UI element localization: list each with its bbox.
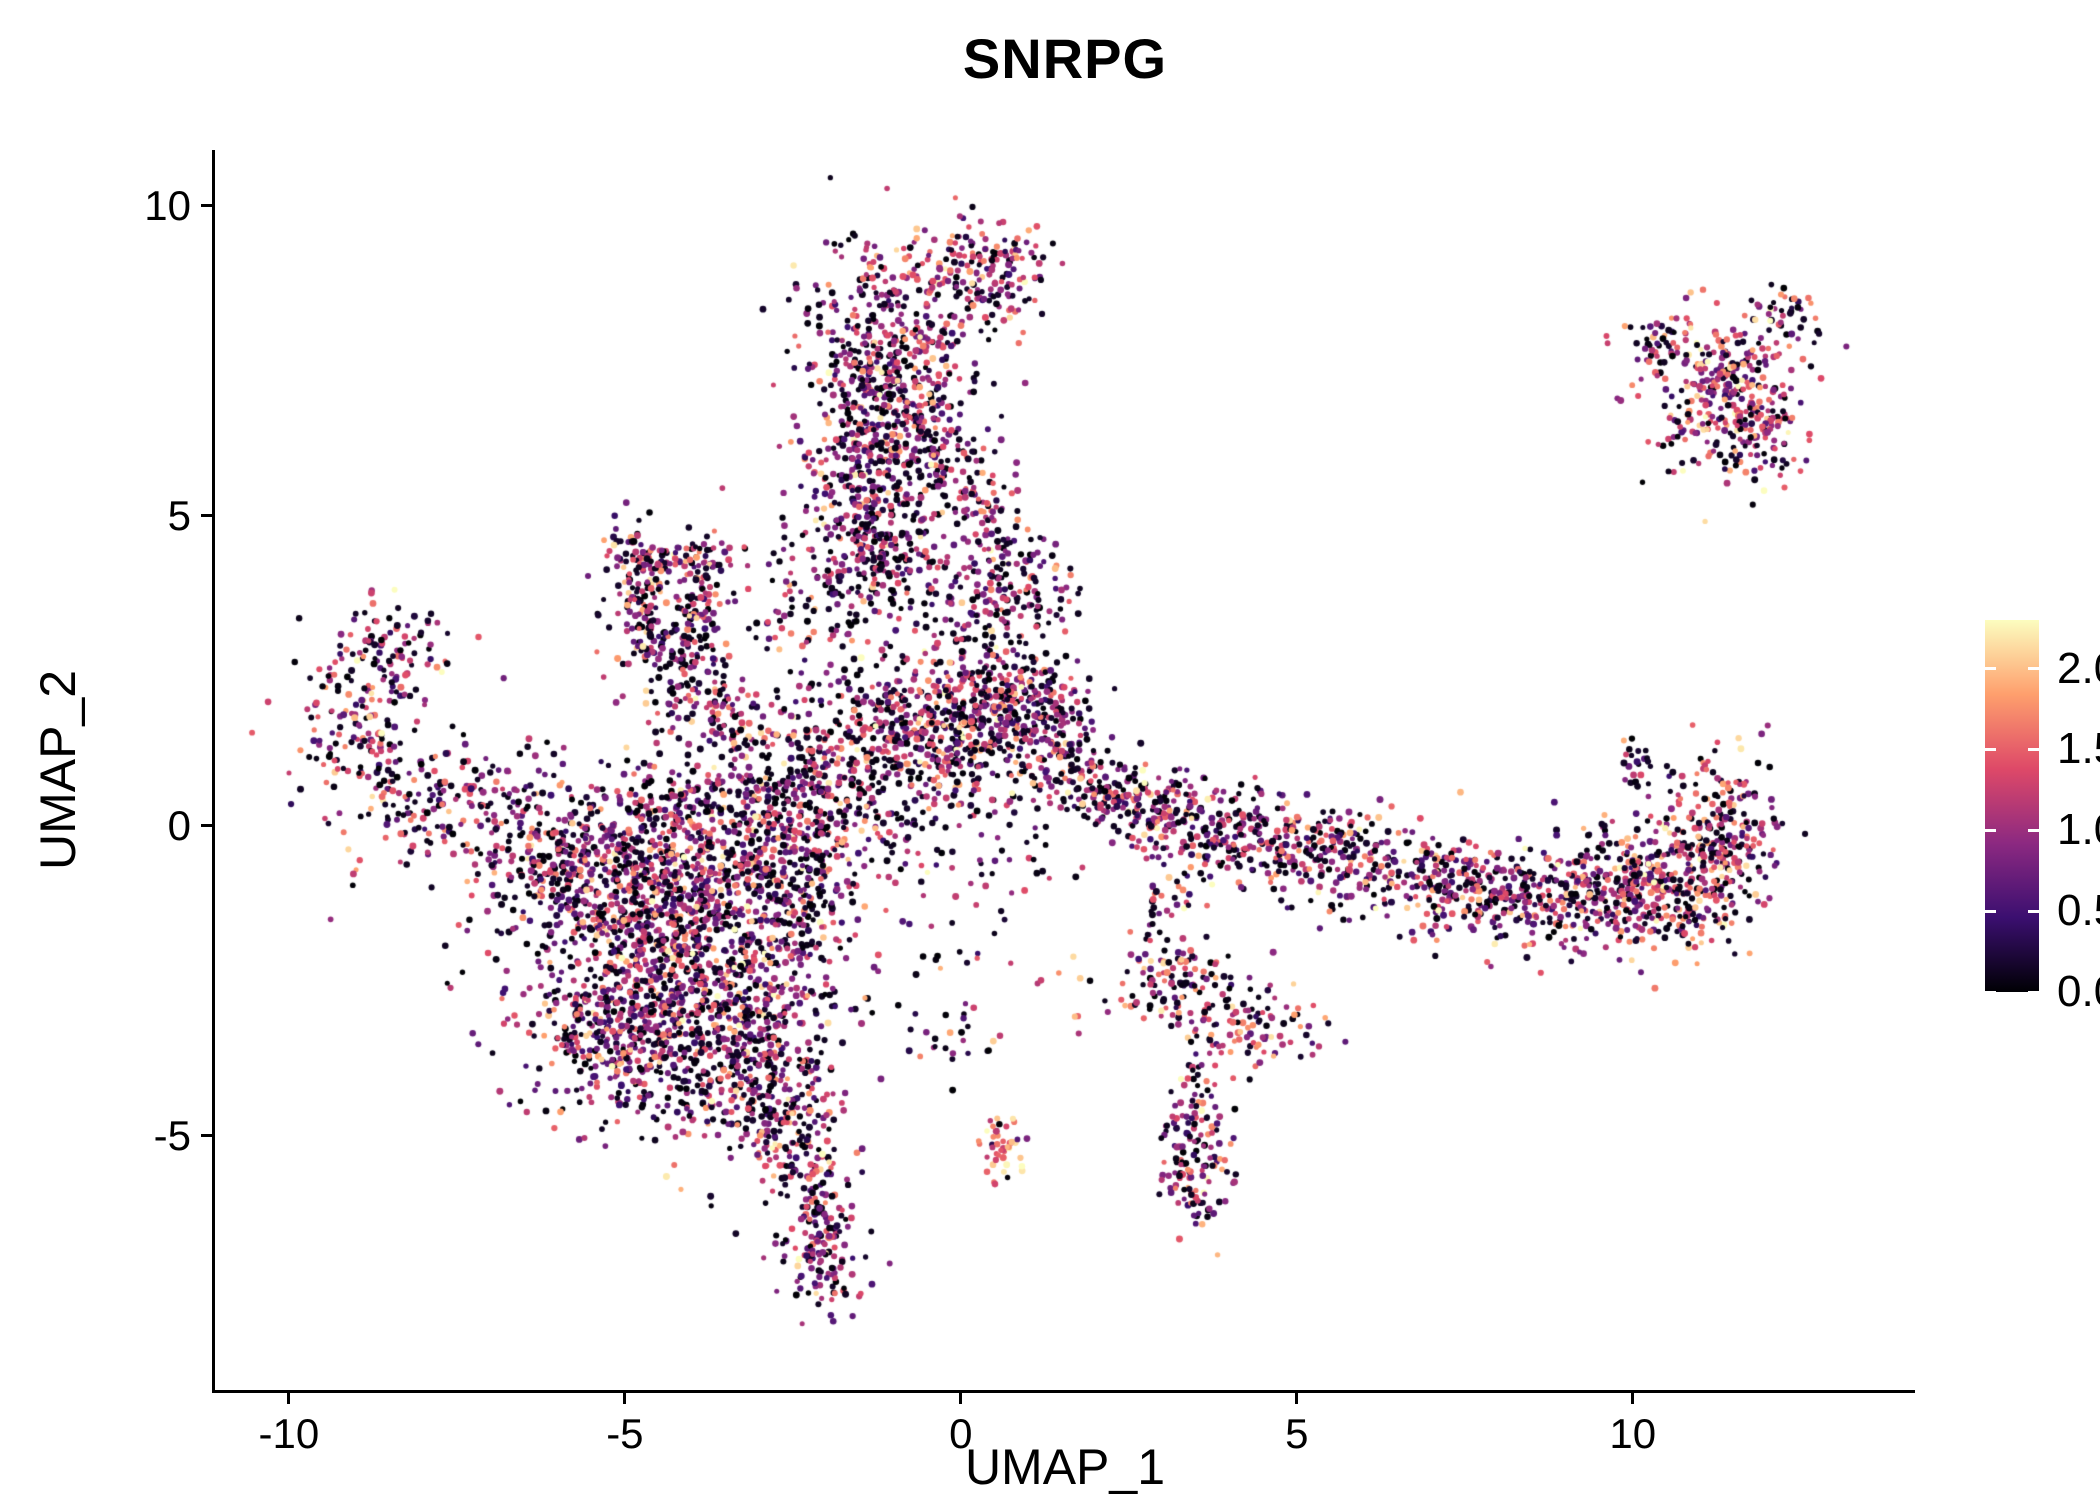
scatter-canvas [215, 150, 1915, 1390]
y-tick-mark [201, 514, 215, 518]
x-tick-label: -5 [606, 1410, 644, 1457]
x-tick-mark [287, 1390, 291, 1404]
y-tick-label: 0 [167, 801, 191, 849]
y-axis-label: UMAP_2 [30, 669, 86, 871]
x-tick-label: 5 [1285, 1410, 1309, 1457]
colorbar-tick-mark [1985, 828, 1996, 832]
colorbar-tick-mark [2028, 667, 2039, 671]
y-tick-label: -5 [153, 1111, 191, 1159]
colorbar-tick-mark [2028, 747, 2039, 751]
colorbar-label: 1.0 [2057, 805, 2100, 855]
colorbar-label: 0.5 [2057, 886, 2100, 936]
colorbar-tick-mark [1985, 667, 1996, 671]
y-axis-line [212, 150, 215, 1393]
colorbar-label: 2.0 [2057, 643, 2100, 693]
x-tick-mark [959, 1390, 963, 1404]
colorbar-tick-mark [1985, 990, 1996, 994]
colorbar-tick-mark [2028, 990, 2039, 994]
x-axis-line [212, 1390, 1915, 1393]
x-tick-mark [1631, 1390, 1635, 1404]
y-tick-mark [201, 1134, 215, 1138]
chart-title: SNRPG [962, 27, 1168, 90]
colorbar-tick-mark [2028, 828, 2039, 832]
colorbar-tick-mark [1985, 747, 1996, 751]
colorbar [1985, 620, 2039, 992]
colorbar-tick-mark [2028, 909, 2039, 913]
plot-panel [215, 150, 1915, 1390]
y-tick-mark [201, 204, 215, 208]
colorbar-label: 1.5 [2057, 724, 2100, 774]
colorbar-label: 0.0 [2057, 967, 2100, 1016]
x-tick-label: 0 [949, 1410, 973, 1457]
colorbar-tick-mark [1985, 909, 1996, 913]
x-tick-mark [1295, 1390, 1299, 1404]
x-axis-label: UMAP_1 [964, 1439, 1166, 1495]
x-tick-mark [623, 1390, 627, 1404]
x-tick-label: -10 [258, 1410, 320, 1457]
x-tick-label: 10 [1609, 1410, 1657, 1457]
y-tick-label: 10 [144, 181, 191, 229]
y-tick-label: 5 [167, 491, 191, 539]
y-tick-mark [201, 824, 215, 828]
